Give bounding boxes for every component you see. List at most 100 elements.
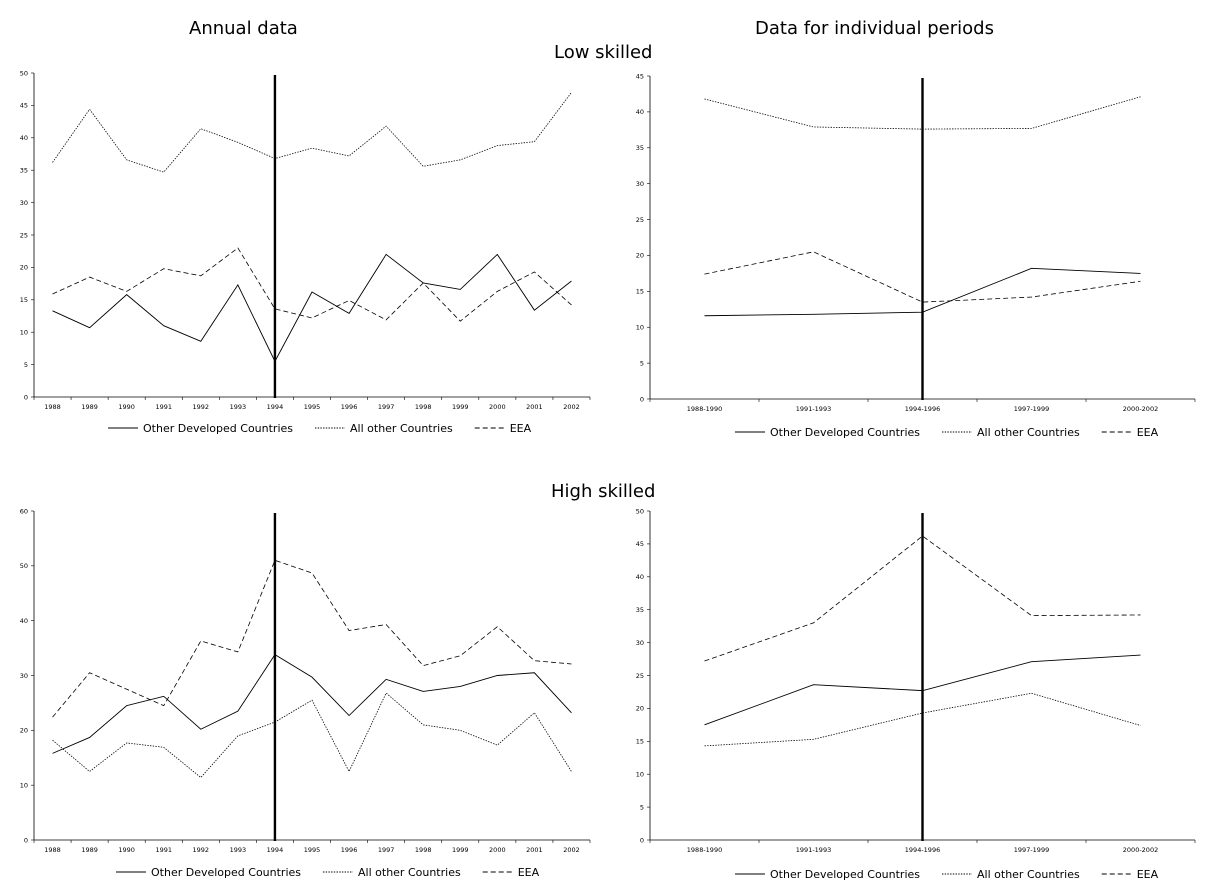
legend-label-other-developed-countries: Other Developed Countries <box>151 866 301 879</box>
x-tick-label: 1992 <box>193 846 210 854</box>
y-tick-label: 0 <box>24 393 28 401</box>
x-tick-label: 1989 <box>81 403 98 411</box>
x-tick-label: 1995 <box>304 403 321 411</box>
series-line-eea <box>52 559 572 718</box>
x-tick-label: 2000 <box>489 403 506 411</box>
y-tick-label: 20 <box>20 727 28 735</box>
high-skilled-period-chart: 0 5 10 15 20 25 30 35 40 45 50 1988-1990 1991-1993 19… <box>636 507 1196 881</box>
x-tick-label: 1995 <box>304 846 321 854</box>
x-tick-label: 1994 <box>267 846 284 854</box>
legend-label-all-other-countries: All other Countries <box>977 426 1080 439</box>
y-tick-label: 25 <box>636 216 644 224</box>
y-tick-label: 30 <box>20 199 28 207</box>
x-tick-label: 2002 <box>563 846 580 854</box>
legend-label-eea: EEA <box>518 866 540 879</box>
x-tick-label: 2001 <box>526 846 543 854</box>
period-data-header: Data for individual periods <box>755 18 994 39</box>
y-tick-label: 40 <box>636 108 644 116</box>
y-tick-label: 50 <box>20 69 28 77</box>
y-tick-label: 40 <box>20 617 28 625</box>
y-tick-label: 50 <box>20 562 28 570</box>
legend-label-all-other-countries: All other Countries <box>350 422 453 435</box>
y-tick-label: 45 <box>636 72 644 80</box>
y-tick-label: 35 <box>20 167 28 175</box>
y-tick-label: 15 <box>20 296 28 304</box>
y-tick-label: 35 <box>636 606 644 614</box>
y-tick-label: 0 <box>24 836 28 844</box>
x-tick-label: 1997-1999 <box>1014 846 1049 854</box>
y-tick-label: 60 <box>20 507 28 515</box>
x-tick-label: 1993 <box>230 846 247 854</box>
y-tick-label: 40 <box>20 134 28 142</box>
x-tick-label: 1991 <box>155 846 172 854</box>
series-line-other-developed-countries <box>52 253 572 363</box>
x-tick-label: 1988-1990 <box>687 405 722 413</box>
y-tick-label: 15 <box>636 738 644 746</box>
annual-data-header: Annual data <box>189 18 298 39</box>
y-tick-label: 10 <box>20 781 28 789</box>
y-tick-label: 40 <box>636 573 644 581</box>
x-tick-label: 1988 <box>44 846 61 854</box>
x-tick-label: 1994-1996 <box>905 405 940 413</box>
x-tick-label: 1996 <box>341 403 358 411</box>
x-tick-label: 1997-1999 <box>1014 405 1049 413</box>
series-line-all-other-countries <box>52 692 572 779</box>
legend-label-other-developed-countries: Other Developed Countries <box>770 426 920 439</box>
series-line-eea <box>704 535 1141 662</box>
legend-label-eea: EEA <box>1137 868 1159 881</box>
series-line-other-developed-countries <box>52 654 572 754</box>
y-tick-label: 20 <box>20 264 28 272</box>
y-tick-label: 10 <box>636 324 644 332</box>
low-skilled-period-chart: 0 5 10 15 20 25 30 35 40 45 1988-1990 1991-1993 1994… <box>636 72 1196 439</box>
y-tick-label: 20 <box>636 252 644 260</box>
y-tick-label: 35 <box>636 144 644 152</box>
x-tick-label: 2001 <box>526 403 543 411</box>
y-tick-label: 10 <box>636 771 644 779</box>
x-tick-label: 2000-2002 <box>1123 405 1158 413</box>
x-tick-label: 1997 <box>378 846 395 854</box>
x-tick-label: 2002 <box>563 403 580 411</box>
series-line-all-other-countries <box>704 692 1141 747</box>
x-tick-label: 2000-2002 <box>1123 846 1158 854</box>
x-tick-label: 1994-1996 <box>905 846 940 854</box>
x-tick-label: 1991-1993 <box>796 405 831 413</box>
legend-label-eea: EEA <box>510 422 532 435</box>
y-tick-label: 10 <box>20 329 28 337</box>
x-tick-label: 1988-1990 <box>687 846 722 854</box>
y-tick-label: 5 <box>24 361 28 369</box>
x-tick-label: 1991-1993 <box>796 846 831 854</box>
y-tick-label: 25 <box>20 231 28 239</box>
series-line-all-other-countries <box>704 96 1141 130</box>
x-tick-label: 1992 <box>193 403 210 411</box>
series-line-other-developed-countries <box>704 267 1141 317</box>
legend-label-eea: EEA <box>1137 426 1159 439</box>
x-tick-label: 1999 <box>452 846 469 854</box>
y-tick-label: 30 <box>636 180 644 188</box>
low-skilled-annual-chart: 0 5 10 15 20 25 30 35 40 45 50 1988 1989 1990 1991 1992… <box>20 69 591 435</box>
x-tick-label: 1991 <box>155 403 172 411</box>
x-tick-label: 2000 <box>489 846 506 854</box>
y-tick-label: 30 <box>636 639 644 647</box>
x-tick-label: 1990 <box>118 846 135 854</box>
y-tick-label: 50 <box>636 507 644 515</box>
legend-label-other-developed-countries: Other Developed Countries <box>770 868 920 881</box>
high-skilled-header: High skilled <box>551 481 656 502</box>
x-tick-label: 1989 <box>81 846 98 854</box>
series-line-all-other-countries <box>52 92 572 173</box>
x-tick-label: 1996 <box>341 846 358 854</box>
y-tick-label: 15 <box>636 288 644 296</box>
high-skilled-annual-chart: 0 10 20 30 40 50 60 1988 1989 1990 1991 1992 1993 199… <box>20 507 591 879</box>
y-tick-label: 0 <box>640 395 644 403</box>
x-tick-label: 1994 <box>267 403 284 411</box>
y-tick-label: 0 <box>640 836 644 844</box>
low-skilled-header: Low skilled <box>554 42 653 63</box>
x-tick-label: 1997 <box>378 403 395 411</box>
x-tick-label: 1998 <box>415 846 432 854</box>
y-tick-label: 5 <box>640 359 644 367</box>
x-tick-label: 1998 <box>415 403 432 411</box>
legend-label-other-developed-countries: Other Developed Countries <box>143 422 293 435</box>
series-line-other-developed-countries <box>704 654 1141 726</box>
series-line-eea <box>52 247 572 322</box>
x-tick-label: 1990 <box>118 403 135 411</box>
y-tick-label: 25 <box>636 672 644 680</box>
